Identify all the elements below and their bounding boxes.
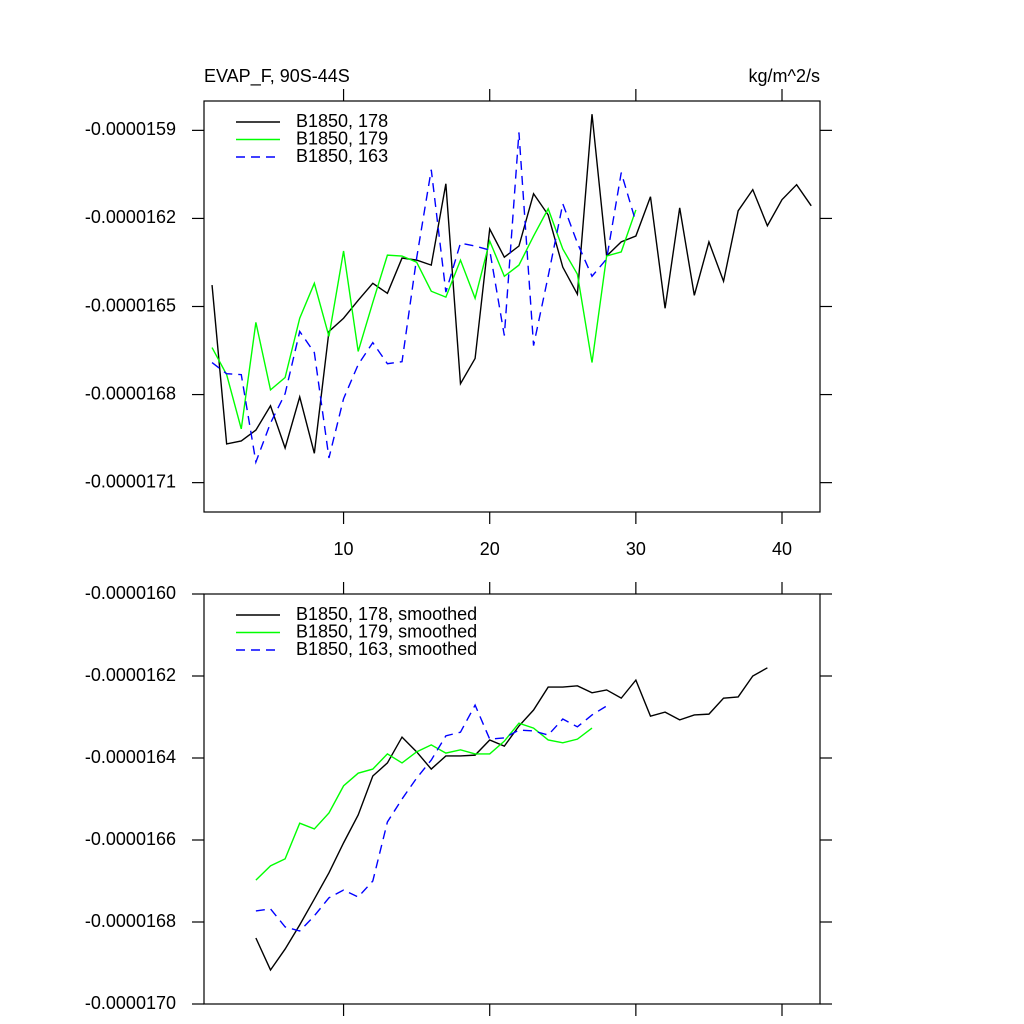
y-tick-label: -0.0000162 [85,207,176,227]
legend-label: B1850, 178, smoothed [296,604,477,624]
y-tick-label: -0.0000171 [85,471,176,491]
y-tick-label: -0.0000160 [85,583,176,603]
y-tick-label: -0.0000170 [85,993,176,1013]
units-label: kg/m^2/s [749,66,820,86]
legend-label: B1850, 163 [296,146,388,166]
y-tick-label: -0.0000168 [85,911,176,931]
series-line [211,132,637,465]
legend-label: B1850, 178 [296,111,388,131]
y-tick-label: -0.0000162 [85,665,176,685]
legend-label: B1850, 179 [296,128,388,148]
series-line [255,722,593,881]
x-tick-label: 10 [334,539,354,559]
y-tick-label: -0.0000168 [85,383,176,403]
legend-label: B1850, 179, smoothed [296,621,477,641]
y-tick-label: -0.0000164 [85,747,176,767]
series-line [255,667,768,972]
y-tick-label: -0.0000165 [85,295,176,315]
plot-frame [203,593,821,1005]
series-line [211,207,637,430]
chart-title: EVAP_F, 90S-44S [204,66,350,87]
y-tick-label: -0.0000159 [85,119,176,139]
x-tick-label: 40 [772,539,792,559]
legend-label: B1850, 163, smoothed [296,639,477,659]
series-line [211,114,812,454]
x-tick-label: 30 [626,539,646,559]
x-tick-label: 20 [480,539,500,559]
series-line [255,703,607,932]
y-tick-label: -0.0000166 [85,829,176,849]
